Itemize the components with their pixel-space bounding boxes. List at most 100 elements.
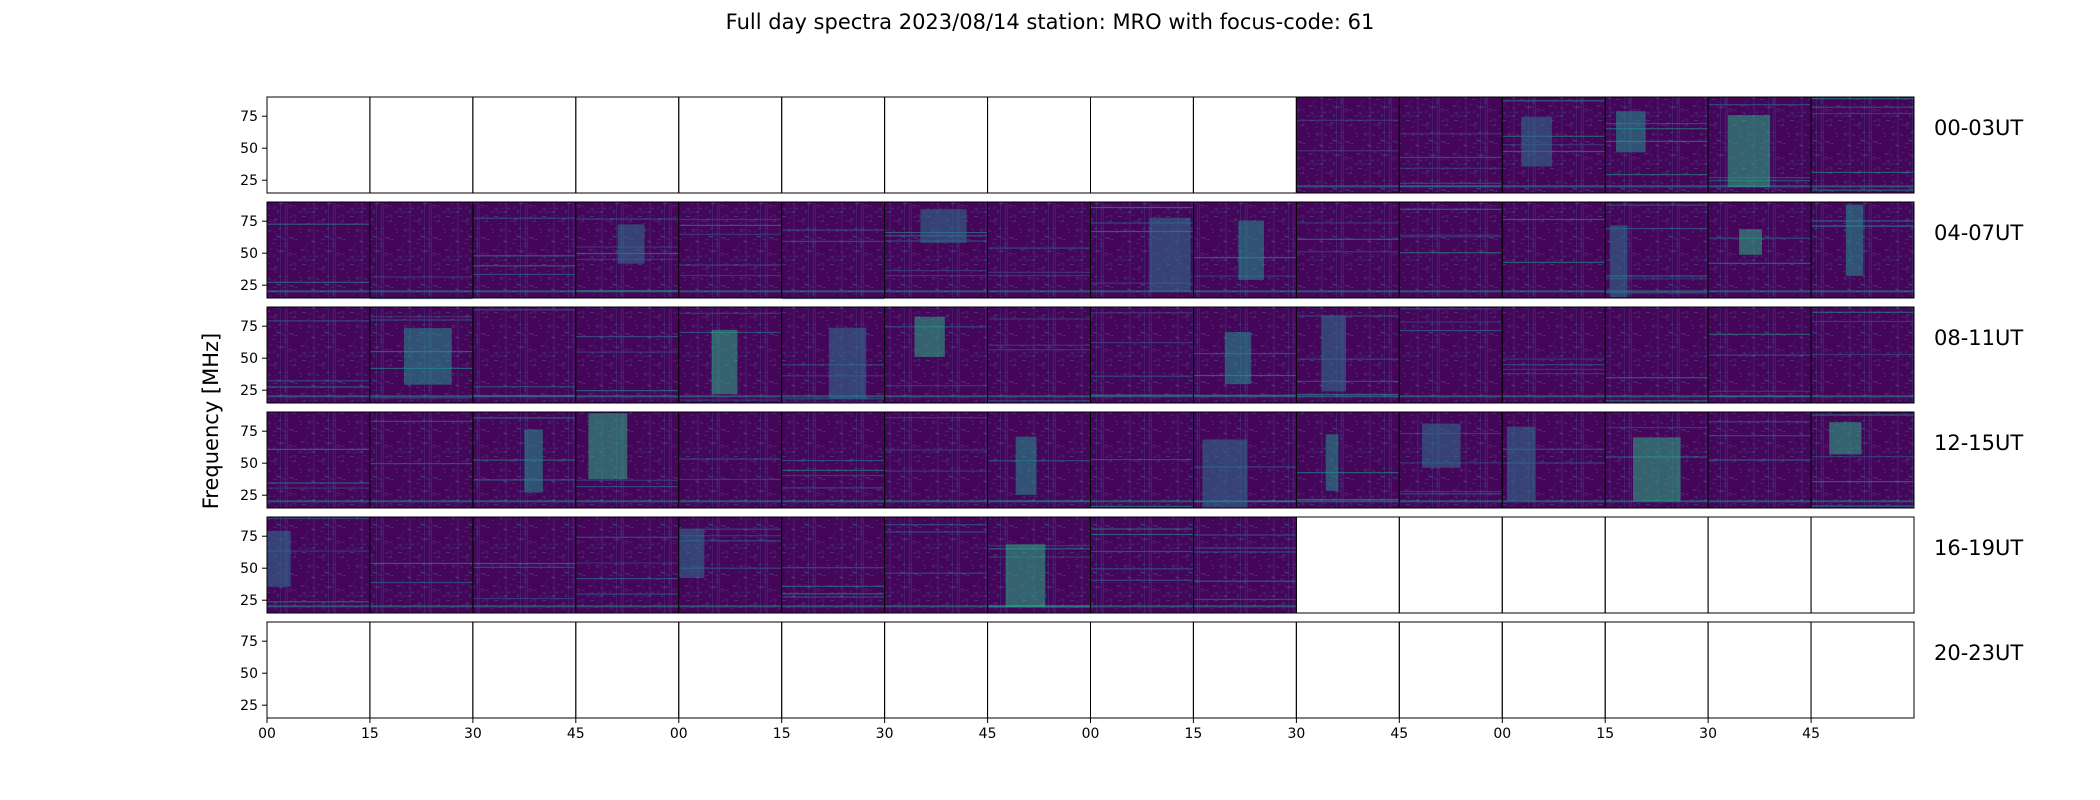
y-tick-label: 75 <box>240 634 258 650</box>
row-16-19UT: 25 50 75 16-19UT <box>240 516 2023 614</box>
row-08-11UT: 25 50 75 08-11UT <box>240 306 2023 404</box>
interference-line <box>1605 227 1709 230</box>
interference-line <box>884 470 988 472</box>
low-band <box>472 500 576 503</box>
burst-region <box>1321 315 1346 392</box>
interference-line <box>267 281 370 283</box>
x-tick-label: 30 <box>876 726 894 742</box>
interference-line <box>472 417 576 419</box>
interference-line <box>678 540 782 542</box>
low-band <box>369 395 473 398</box>
interference-line <box>1296 472 1400 474</box>
spectrum-panel <box>781 517 885 613</box>
low-band <box>369 500 473 503</box>
low-band <box>369 290 473 293</box>
spectrum-panel <box>987 412 1091 508</box>
panel-frame <box>1192 96 1297 194</box>
low-band <box>1296 500 1400 503</box>
interference-line <box>678 233 782 235</box>
low-band <box>267 395 370 398</box>
x-tick-label: 00 <box>1493 726 1511 742</box>
panel-frame <box>1192 621 1297 719</box>
panel-frame <box>1810 201 1915 299</box>
interference-line <box>1708 354 1811 356</box>
low-band <box>987 290 1091 293</box>
low-band <box>884 395 988 398</box>
interference-line <box>1193 534 1297 536</box>
low-band <box>781 605 885 608</box>
interference-line <box>575 578 679 580</box>
panel-frame <box>1604 516 1709 614</box>
y-tick-label: 75 <box>240 109 258 125</box>
spectrum-panel <box>1399 97 1503 193</box>
panel-frame <box>1810 306 1915 404</box>
interference-line <box>1605 275 1709 277</box>
low-band <box>884 500 988 503</box>
spectrum-panel <box>678 412 782 508</box>
panel-frame <box>781 621 886 719</box>
interference-line <box>267 380 370 382</box>
x-tick-label: 30 <box>1699 726 1717 742</box>
interference-line <box>1090 375 1194 377</box>
low-band <box>1399 500 1503 503</box>
panel-frame <box>678 621 783 719</box>
interference-line <box>1708 333 1811 335</box>
interference-line <box>1502 218 1606 221</box>
interference-line <box>1502 150 1606 153</box>
spectrum-panel <box>1605 307 1709 403</box>
spectrum-panel <box>472 202 576 298</box>
interference-line <box>678 567 782 569</box>
low-band <box>884 605 988 608</box>
low-band <box>1811 500 1914 503</box>
y-tick-label: 50 <box>240 141 258 157</box>
interference-line <box>678 224 782 226</box>
interference-line <box>1605 128 1709 130</box>
interference-line <box>678 399 782 401</box>
interference-line <box>1399 491 1503 493</box>
low-band <box>575 500 679 503</box>
low-band <box>1502 185 1606 188</box>
interference-line <box>884 385 988 387</box>
low-band <box>1502 500 1606 503</box>
low-band <box>1605 185 1709 188</box>
x-tick-label: 15 <box>1596 726 1614 742</box>
interference-line <box>472 255 576 257</box>
interference-line <box>884 270 988 272</box>
interference-line <box>1296 150 1400 152</box>
interference-line <box>1502 373 1606 375</box>
interference-line <box>1090 505 1194 507</box>
interference-line <box>575 390 679 392</box>
low-band <box>781 500 885 503</box>
burst-region <box>1238 220 1264 280</box>
interference-line <box>1605 427 1709 429</box>
interference-line <box>884 449 988 451</box>
row-00-03UT: 25 50 75 00-03UT <box>240 96 2023 194</box>
interference-line <box>1811 171 1914 173</box>
low-band <box>267 290 370 293</box>
low-band <box>1090 290 1194 293</box>
y-tick-label: 25 <box>240 173 258 189</box>
spectrum-panel <box>1296 202 1400 298</box>
row-label: 04-07UT <box>1934 221 2023 245</box>
interference-line <box>781 567 885 569</box>
interference-line <box>1399 321 1503 323</box>
low-band <box>575 395 679 398</box>
interference-line <box>1811 189 1914 191</box>
low-band <box>575 290 679 293</box>
interference-line <box>1090 206 1194 209</box>
interference-line <box>1090 312 1194 314</box>
y-tick-label: 75 <box>240 214 258 230</box>
x-tick-label: 00 <box>258 726 276 742</box>
interference-line <box>575 486 679 488</box>
low-band <box>1296 185 1400 188</box>
row-label: 12-15UT <box>1934 431 2023 455</box>
spectrum-panel <box>781 202 885 298</box>
burst-region <box>1610 225 1628 298</box>
interference-line <box>1090 342 1194 344</box>
interference-line <box>1811 353 1914 356</box>
spectrum-panel <box>884 517 988 613</box>
x-tick-label: 30 <box>464 726 482 742</box>
interference-line <box>1708 421 1811 423</box>
spectrum-panel <box>472 517 576 613</box>
panel-frame <box>1810 621 1915 719</box>
